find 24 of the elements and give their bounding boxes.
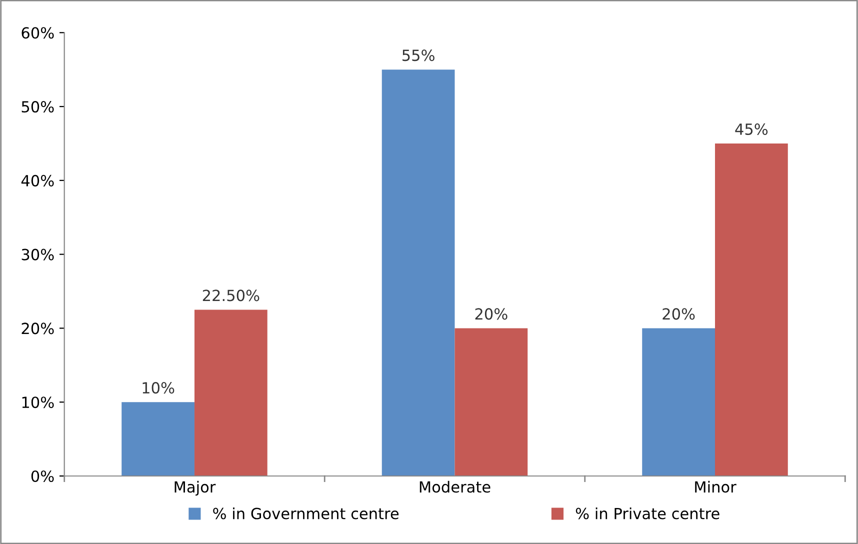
bar <box>122 402 194 476</box>
bar <box>715 143 788 476</box>
legend-label: % in Government centre <box>213 507 399 520</box>
data-label: 55% <box>402 50 434 62</box>
bar <box>382 70 455 476</box>
x-tick-label: Major <box>174 480 216 496</box>
data-label: 20% <box>662 308 695 320</box>
bar <box>642 328 715 476</box>
data-label: 10% <box>142 382 174 394</box>
y-tick-label: 60% <box>22 27 54 39</box>
legend-label: % in Private centre <box>576 507 720 520</box>
bar <box>454 328 528 476</box>
data-label: 45% <box>735 123 768 135</box>
y-tick-label: 30% <box>22 248 54 260</box>
y-tick-label: 40% <box>21 174 54 186</box>
y-tick-label: 20% <box>22 322 54 334</box>
data-label: 22.50% <box>202 290 260 302</box>
x-tick-label: Moderate <box>420 480 490 493</box>
bar <box>194 310 268 476</box>
y-tick-label: 50% <box>22 101 54 113</box>
y-tick-label: 0% <box>31 470 54 482</box>
y-tick-label: 10% <box>22 396 54 408</box>
x-tick-label: Minor <box>695 480 736 493</box>
data-label: 20% <box>475 308 508 320</box>
